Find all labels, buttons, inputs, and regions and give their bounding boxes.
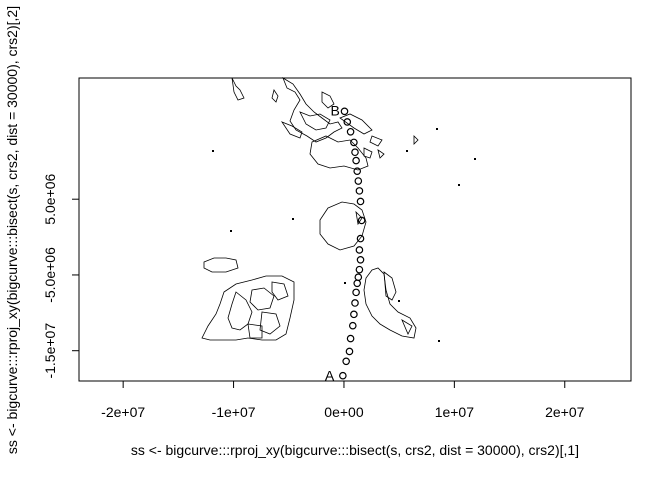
- x-tick-label: 0e+00: [324, 404, 364, 420]
- point-annotations: AB: [325, 103, 340, 384]
- plot-frame: [78, 77, 632, 382]
- data-point: [355, 246, 364, 254]
- data-point: [343, 118, 352, 126]
- y-tick-label: 5.0e+06: [42, 173, 58, 224]
- data-point: [357, 216, 366, 225]
- data-point: [356, 234, 365, 243]
- x-axis-title: ss <- bigcurve:::rproj_xy(bigcurve:::bis…: [131, 442, 579, 458]
- y-tick-label: -5.0e+06: [42, 247, 58, 303]
- data-point: [342, 357, 350, 366]
- data-point: [340, 107, 349, 116]
- data-point: [355, 187, 364, 195]
- data-point: [345, 347, 354, 356]
- data-point: [346, 127, 355, 136]
- data-point: [351, 148, 359, 157]
- coastline-map: [201, 77, 419, 341]
- y-axis: -1.5e+07 -5.0e+06 5.0e+06: [42, 173, 79, 379]
- x-tick-label: 2e+07: [545, 404, 585, 420]
- point-label-a: A: [325, 368, 335, 384]
- data-point: [353, 167, 362, 175]
- x-tick-label: -1e+07: [212, 404, 256, 420]
- data-point: [352, 288, 360, 297]
- data-point: [356, 197, 365, 206]
- map-specks: [212, 128, 476, 342]
- data-point: [339, 371, 347, 380]
- y-tick-label: -1.5e+07: [42, 323, 58, 379]
- y-axis-title: ss <- bigcurve:::rproj_xy(bigcurve:::bis…: [4, 6, 20, 454]
- data-point: [346, 334, 355, 343]
- point-label-b: B: [330, 103, 339, 119]
- x-tick-label: -2e+07: [101, 404, 145, 420]
- data-point: [352, 156, 360, 165]
- data-point: [350, 310, 358, 319]
- data-point: [354, 177, 363, 185]
- data-point: [351, 299, 359, 307]
- data-point: [350, 138, 358, 147]
- data-point: [353, 279, 362, 288]
- data-point: [355, 265, 364, 274]
- data-point: [356, 255, 365, 264]
- data-points: [339, 107, 366, 380]
- x-axis: -2e+07 -1e+07 0e+00 1e+07 2e+07: [101, 381, 585, 420]
- data-point: [348, 321, 357, 330]
- data-point: [354, 273, 363, 282]
- x-tick-label: 1e+07: [435, 404, 475, 420]
